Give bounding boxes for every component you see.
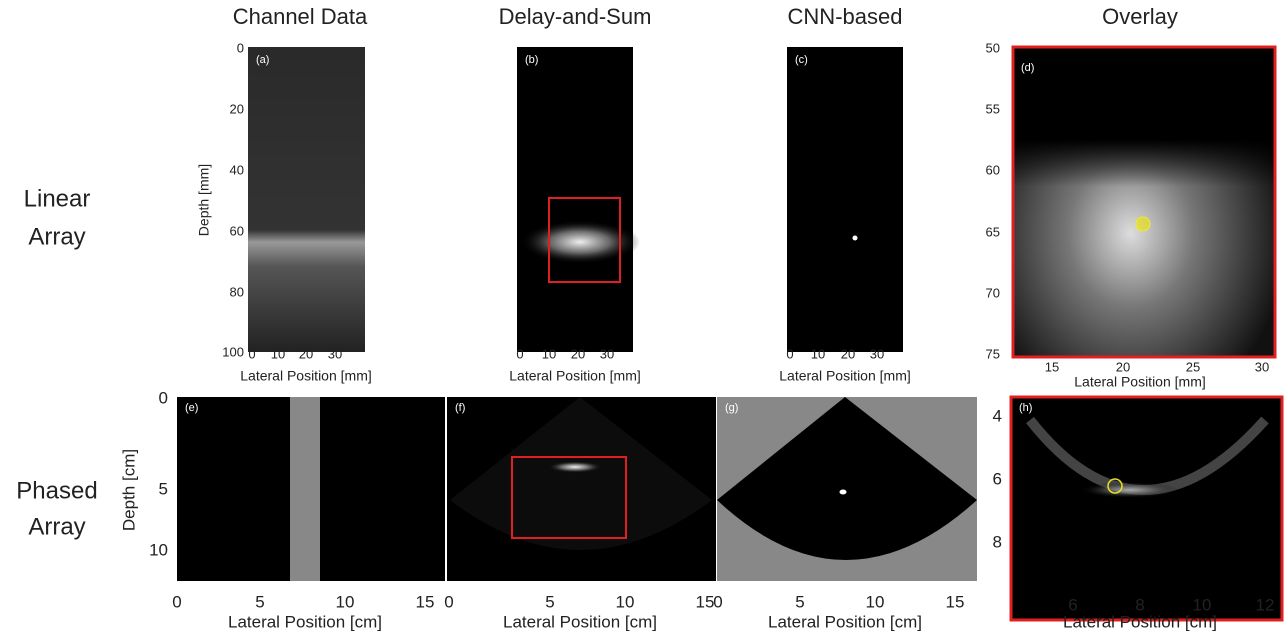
y-axis-label: Depth [mm] bbox=[196, 164, 212, 236]
x-tick-label: 10 bbox=[336, 592, 355, 611]
row-title: Phased bbox=[16, 477, 97, 504]
x-tick-label: 20 bbox=[571, 346, 585, 361]
y-tick-label: 40 bbox=[230, 162, 244, 177]
image-d-shade bbox=[1013, 47, 1275, 357]
panel-label: (a) bbox=[256, 54, 269, 66]
x-tick-label: 5 bbox=[255, 592, 264, 611]
image-h bbox=[1011, 397, 1282, 620]
image-c bbox=[787, 47, 903, 352]
speckle bbox=[520, 220, 640, 264]
y-tick-label: 100 bbox=[222, 344, 244, 359]
x-tick-label: 0 bbox=[713, 592, 722, 611]
y-tick-label: 4 bbox=[993, 406, 1002, 425]
x-tick-label: 10 bbox=[616, 592, 635, 611]
column-title: Delay-and-Sum bbox=[499, 4, 652, 29]
x-tick-label: 0 bbox=[248, 346, 255, 361]
speckle bbox=[547, 461, 603, 473]
x-tick-label: 12 bbox=[1256, 595, 1275, 614]
row-title: Array bbox=[28, 513, 85, 540]
x-tick-label: 15 bbox=[946, 592, 965, 611]
overlay-marker bbox=[1136, 217, 1150, 231]
x-axis-label: Lateral Position [mm] bbox=[779, 368, 911, 384]
y-tick-label: 50 bbox=[986, 40, 1000, 55]
x-tick-label: 10 bbox=[811, 346, 825, 361]
y-tick-label: 55 bbox=[986, 101, 1000, 116]
y-tick-label: 0 bbox=[237, 40, 244, 55]
y-tick-label: 60 bbox=[230, 223, 244, 238]
panel-label: (b) bbox=[525, 54, 538, 66]
y-axis-label: Depth [cm] bbox=[119, 449, 138, 531]
panel-label: (c) bbox=[795, 54, 808, 66]
x-tick-label: 5 bbox=[795, 592, 804, 611]
x-tick-label: 20 bbox=[1116, 359, 1130, 374]
x-tick-label: 10 bbox=[866, 592, 885, 611]
y-tick-label: 75 bbox=[986, 346, 1000, 361]
x-axis-label: Lateral Position [mm] bbox=[509, 368, 641, 384]
column-title: Channel Data bbox=[233, 4, 368, 29]
y-tick-label: 80 bbox=[230, 284, 244, 299]
y-tick-label: 6 bbox=[993, 469, 1002, 488]
x-tick-label: 0 bbox=[786, 346, 793, 361]
image-b bbox=[517, 47, 633, 352]
y-tick-label: 5 bbox=[159, 479, 168, 498]
x-axis-label: Lateral Position [cm] bbox=[768, 612, 922, 631]
x-tick-label: 10 bbox=[271, 346, 285, 361]
x-tick-label: 30 bbox=[600, 346, 614, 361]
y-tick-label: 0 bbox=[159, 388, 168, 407]
row-title: Linear bbox=[24, 185, 91, 212]
panel-label: (g) bbox=[725, 402, 738, 414]
channel-strip bbox=[290, 397, 320, 581]
x-tick-label: 15 bbox=[696, 592, 715, 611]
x-axis-label: Lateral Position [cm] bbox=[228, 612, 382, 631]
x-tick-label: 0 bbox=[172, 592, 181, 611]
x-tick-label: 25 bbox=[1186, 359, 1200, 374]
column-title: Overlay bbox=[1102, 4, 1178, 29]
speckle bbox=[1080, 482, 1180, 498]
y-tick-label: 70 bbox=[986, 285, 1000, 300]
panel-label: (d) bbox=[1021, 62, 1034, 74]
x-tick-label: 30 bbox=[328, 346, 342, 361]
y-tick-label: 65 bbox=[986, 224, 1000, 239]
x-tick-label: 20 bbox=[299, 346, 313, 361]
detection bbox=[840, 490, 847, 495]
x-axis-label: Lateral Position [mm] bbox=[1074, 374, 1206, 390]
x-axis-label: Lateral Position [cm] bbox=[503, 612, 657, 631]
panel-label: (h) bbox=[1019, 402, 1032, 414]
x-tick-label: 0 bbox=[516, 346, 523, 361]
x-tick-label: 30 bbox=[1255, 359, 1269, 374]
panel-label: (f) bbox=[455, 402, 465, 414]
panel-label: (e) bbox=[185, 402, 198, 414]
x-tick-label: 0 bbox=[444, 592, 453, 611]
y-tick-label: 60 bbox=[986, 162, 1000, 177]
row-title: Array bbox=[28, 223, 85, 250]
y-tick-label: 10 bbox=[149, 540, 168, 559]
detection bbox=[853, 236, 858, 241]
x-tick-label: 5 bbox=[545, 592, 554, 611]
figure: Channel Data Delay-and-Sum CNN-based Overla… bbox=[0, 0, 1288, 637]
x-tick-label: 30 bbox=[870, 346, 884, 361]
x-tick-label: 15 bbox=[1045, 359, 1059, 374]
column-title: CNN-based bbox=[788, 4, 903, 29]
image-a bbox=[248, 47, 365, 352]
y-tick-label: 20 bbox=[230, 101, 244, 116]
x-axis-label: Lateral Position [mm] bbox=[240, 368, 372, 384]
x-axis-label: Lateral Position [cm] bbox=[1063, 612, 1217, 631]
x-tick-label: 10 bbox=[542, 346, 556, 361]
x-tick-label: 15 bbox=[416, 592, 435, 611]
x-tick-label: 20 bbox=[841, 346, 855, 361]
y-tick-label: 8 bbox=[993, 532, 1002, 551]
